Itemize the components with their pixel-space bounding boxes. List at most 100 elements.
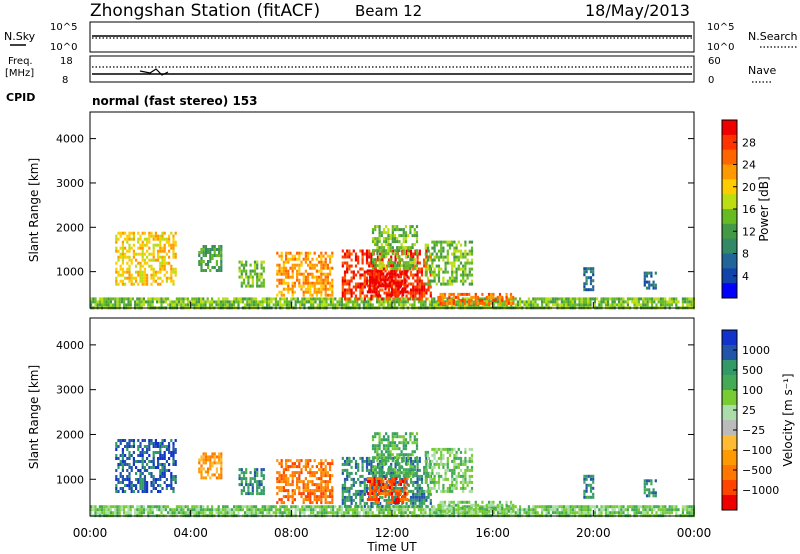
echo-cell bbox=[418, 282, 421, 286]
echo-cell bbox=[94, 505, 97, 509]
echo-cell bbox=[202, 511, 205, 515]
echo-cell bbox=[406, 269, 409, 273]
echo-cell bbox=[220, 263, 223, 266]
echo-cell bbox=[318, 278, 321, 282]
echo-cell bbox=[468, 252, 471, 256]
echo-cell bbox=[253, 266, 257, 270]
echo-cell bbox=[359, 285, 362, 289]
echo-cell bbox=[184, 511, 187, 515]
echo-cell bbox=[332, 303, 335, 307]
echo-cell bbox=[363, 294, 366, 298]
echo-cell bbox=[352, 477, 355, 481]
echo-cell bbox=[280, 278, 283, 282]
echo-cell bbox=[157, 457, 160, 460]
echo-cell bbox=[545, 303, 548, 307]
echo-cell bbox=[611, 300, 614, 304]
echo-cell bbox=[394, 276, 397, 280]
echo-cell bbox=[346, 267, 349, 271]
echo-cell bbox=[365, 511, 368, 515]
echo-cell bbox=[406, 284, 409, 288]
echo-cell bbox=[121, 240, 124, 244]
echo-cell bbox=[688, 300, 691, 304]
echo-cell bbox=[164, 508, 167, 512]
echo-cell bbox=[673, 297, 676, 301]
echo-cell bbox=[127, 297, 130, 301]
echo-cell bbox=[348, 504, 351, 508]
echo-cell bbox=[406, 508, 409, 512]
echo-cell bbox=[148, 234, 151, 238]
echo-cell bbox=[282, 263, 285, 267]
echo-cell bbox=[350, 279, 353, 283]
echo-cell bbox=[360, 300, 363, 304]
echo-cell bbox=[331, 293, 334, 297]
echo-cell bbox=[380, 252, 383, 256]
echo-cell bbox=[128, 273, 131, 277]
echo-cell bbox=[302, 257, 305, 261]
echo-cell bbox=[324, 498, 327, 502]
echo-cell bbox=[426, 453, 430, 457]
echo-cell bbox=[552, 511, 555, 515]
echo-cell bbox=[159, 276, 162, 280]
echo-cell bbox=[416, 489, 419, 493]
echo-cell bbox=[278, 269, 281, 273]
echo-cell bbox=[320, 269, 323, 273]
echo-cell bbox=[402, 447, 405, 451]
echo-cell bbox=[620, 511, 623, 515]
echo-cell bbox=[474, 295, 477, 299]
echo-cell bbox=[293, 281, 296, 285]
echo-cell bbox=[211, 455, 214, 459]
echo-cell bbox=[427, 492, 430, 496]
echo-cell bbox=[312, 297, 315, 301]
echo-cell bbox=[666, 511, 669, 515]
echo-cell bbox=[161, 267, 164, 271]
echo-cell bbox=[321, 511, 324, 515]
echo-cell bbox=[611, 511, 614, 515]
echo-cell bbox=[256, 474, 259, 478]
echo-cell bbox=[198, 254, 201, 257]
echo-cell bbox=[374, 432, 377, 436]
echo-cell bbox=[385, 459, 388, 463]
echo-cell bbox=[470, 279, 474, 283]
echo-cell bbox=[120, 297, 123, 301]
echo-cell bbox=[174, 448, 177, 451]
echo-cell bbox=[365, 508, 368, 512]
echo-cell bbox=[414, 288, 417, 292]
echo-cell bbox=[615, 505, 618, 509]
echo-cell bbox=[247, 492, 250, 496]
echo-cell bbox=[165, 448, 168, 451]
echo-cell bbox=[276, 272, 279, 276]
echo-cell bbox=[462, 255, 465, 259]
echo-cell bbox=[464, 255, 467, 259]
echo-cell bbox=[556, 300, 559, 304]
echo-cell bbox=[398, 462, 401, 466]
echo-cell bbox=[657, 505, 660, 509]
echo-cell bbox=[293, 489, 296, 493]
echo-cell bbox=[402, 511, 405, 515]
echo-cell bbox=[124, 282, 127, 286]
echo-cell bbox=[278, 486, 281, 490]
echo-cell bbox=[378, 511, 381, 515]
echo-cell bbox=[393, 505, 396, 509]
echo-cell bbox=[398, 255, 401, 259]
echo-cell bbox=[141, 490, 144, 493]
echo-cell bbox=[637, 303, 640, 307]
echo-cell bbox=[329, 508, 332, 512]
echo-cell bbox=[388, 483, 391, 486]
echo-cell bbox=[382, 300, 385, 304]
echo-cell bbox=[326, 489, 329, 493]
echo-cell bbox=[378, 297, 381, 301]
echo-cell bbox=[307, 459, 310, 463]
echo-cell bbox=[161, 463, 164, 466]
echo-cell bbox=[479, 301, 482, 305]
echo-cell bbox=[296, 483, 299, 487]
echo-cell bbox=[331, 287, 334, 291]
echo-cell bbox=[135, 472, 138, 475]
echo-cell bbox=[285, 468, 288, 472]
echo-cell bbox=[391, 246, 394, 250]
echo-cell bbox=[596, 297, 599, 301]
echo-cell bbox=[136, 297, 139, 301]
echo-cell bbox=[459, 292, 462, 296]
echo-cell bbox=[392, 456, 395, 460]
echo-cell bbox=[374, 243, 377, 247]
echo-cell bbox=[455, 246, 458, 250]
